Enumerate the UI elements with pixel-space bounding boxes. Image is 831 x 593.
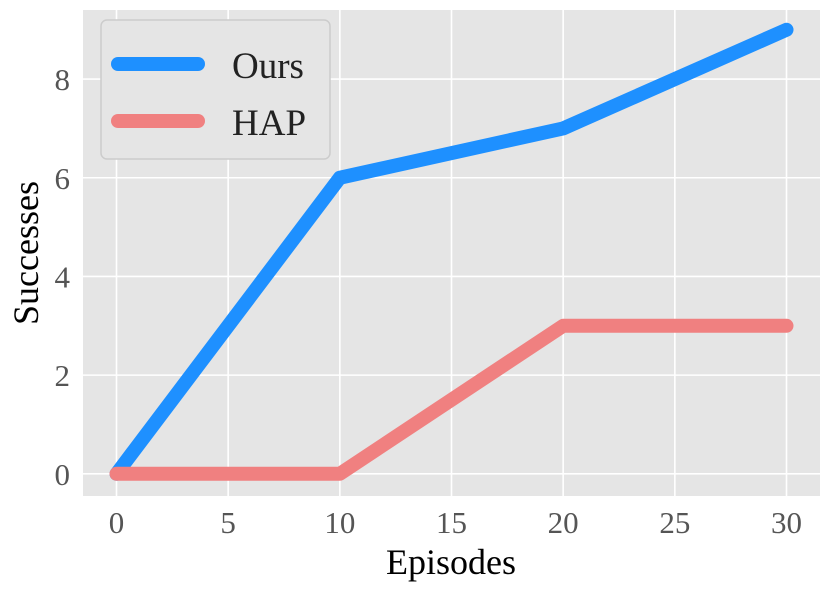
y-tick-label: 6 <box>55 161 71 196</box>
series-lines <box>109 22 794 481</box>
y-tick-label: 4 <box>55 259 71 294</box>
legend-label-hap: HAP <box>232 103 306 144</box>
x-tick-label: 20 <box>548 505 579 540</box>
series-line-hap <box>109 318 794 481</box>
x-tick-label: 10 <box>324 505 355 540</box>
y-tick-labels: 0 2 4 6 8 <box>55 62 71 492</box>
x-tick-labels: 0 5 10 15 20 25 30 <box>109 505 802 540</box>
y-axis-label: Successes <box>6 181 46 325</box>
x-tick-label: 0 <box>109 505 125 540</box>
y-tick-label: 0 <box>55 457 71 492</box>
x-axis-label: Episodes <box>386 542 516 582</box>
x-tick-label: 25 <box>659 505 690 540</box>
legend-label-ours: Ours <box>232 46 304 87</box>
y-tick-label: 2 <box>55 358 71 393</box>
y-tick-label: 8 <box>55 62 71 97</box>
x-tick-label: 5 <box>220 505 236 540</box>
x-tick-label: 15 <box>436 505 467 540</box>
series-line-ours <box>109 22 794 481</box>
x-tick-label: 30 <box>771 505 802 540</box>
legend: Ours HAP <box>100 19 331 160</box>
